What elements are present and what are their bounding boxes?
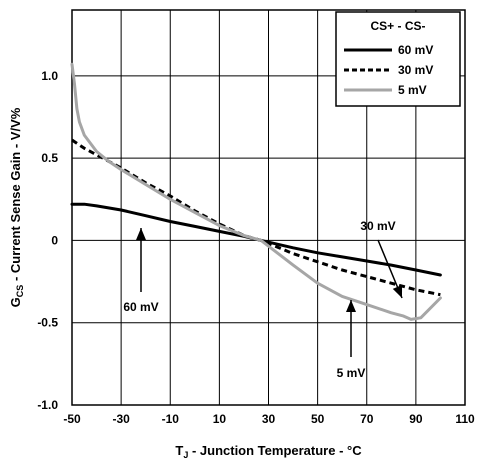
annotation-arrowhead — [392, 285, 403, 298]
x-tick-label: 30 — [262, 412, 276, 426]
y-tick-label: -0.5 — [37, 316, 58, 330]
y-tick-label: 0 — [51, 233, 58, 247]
y-tick-label: 0.5 — [41, 151, 58, 165]
annotation-label: 60 mV — [123, 300, 158, 314]
y-tick-label: -1.0 — [37, 398, 58, 412]
series-line-5-mv — [70, 62, 442, 321]
x-tick-label: -50 — [63, 412, 81, 426]
legend-label: 5 mV — [398, 83, 427, 97]
y-tick-labels: -1.0 -0.5 0 0.5 1.0 — [37, 69, 58, 412]
x-axis-label-main: T — [175, 443, 183, 458]
legend-label: 60 mV — [398, 43, 433, 57]
y-axis-label-main: G — [8, 297, 23, 307]
x-axis-label: TJ - Junction Temperature - °C — [175, 443, 362, 460]
series-line-30-mv — [71, 138, 441, 297]
legend: CS+ - CS- 60 mV 30 mV 5 mV — [335, 11, 461, 107]
legend-label: 30 mV — [398, 63, 433, 77]
y-axis-label-sub: CS — [15, 285, 25, 298]
x-tick-label: 70 — [360, 412, 374, 426]
x-axis-label-sub: J — [183, 450, 188, 460]
y-tick-label: 1.0 — [41, 69, 58, 83]
series-lines — [70, 62, 442, 321]
x-tick-label: -10 — [162, 412, 180, 426]
legend-title: CS+ - CS- — [370, 19, 425, 33]
x-tick-label: 10 — [213, 412, 227, 426]
x-tick-labels: -50 -30 -10 10 30 50 70 90 110 — [63, 412, 475, 426]
x-tick-label: -30 — [112, 412, 130, 426]
annotations: 60 mV 30 mV 5 mV — [123, 219, 403, 380]
x-tick-label: 110 — [455, 412, 475, 426]
x-axis-label-rest: - Junction Temperature - °C — [188, 443, 362, 458]
y-axis-label: GCS - Current Sense Gain - V/V% — [8, 107, 25, 307]
plot-frame — [71, 9, 466, 406]
x-tick-label: 90 — [409, 412, 423, 426]
annotation-label: 30 mV — [360, 219, 395, 233]
y-axis-label-rest: - Current Sense Gain - V/V% — [8, 107, 23, 284]
annotation-arrowhead — [346, 300, 356, 312]
x-tick-label: 50 — [311, 412, 325, 426]
annotation-label: 5 mV — [337, 366, 366, 380]
annotation-arrowhead — [136, 228, 146, 240]
